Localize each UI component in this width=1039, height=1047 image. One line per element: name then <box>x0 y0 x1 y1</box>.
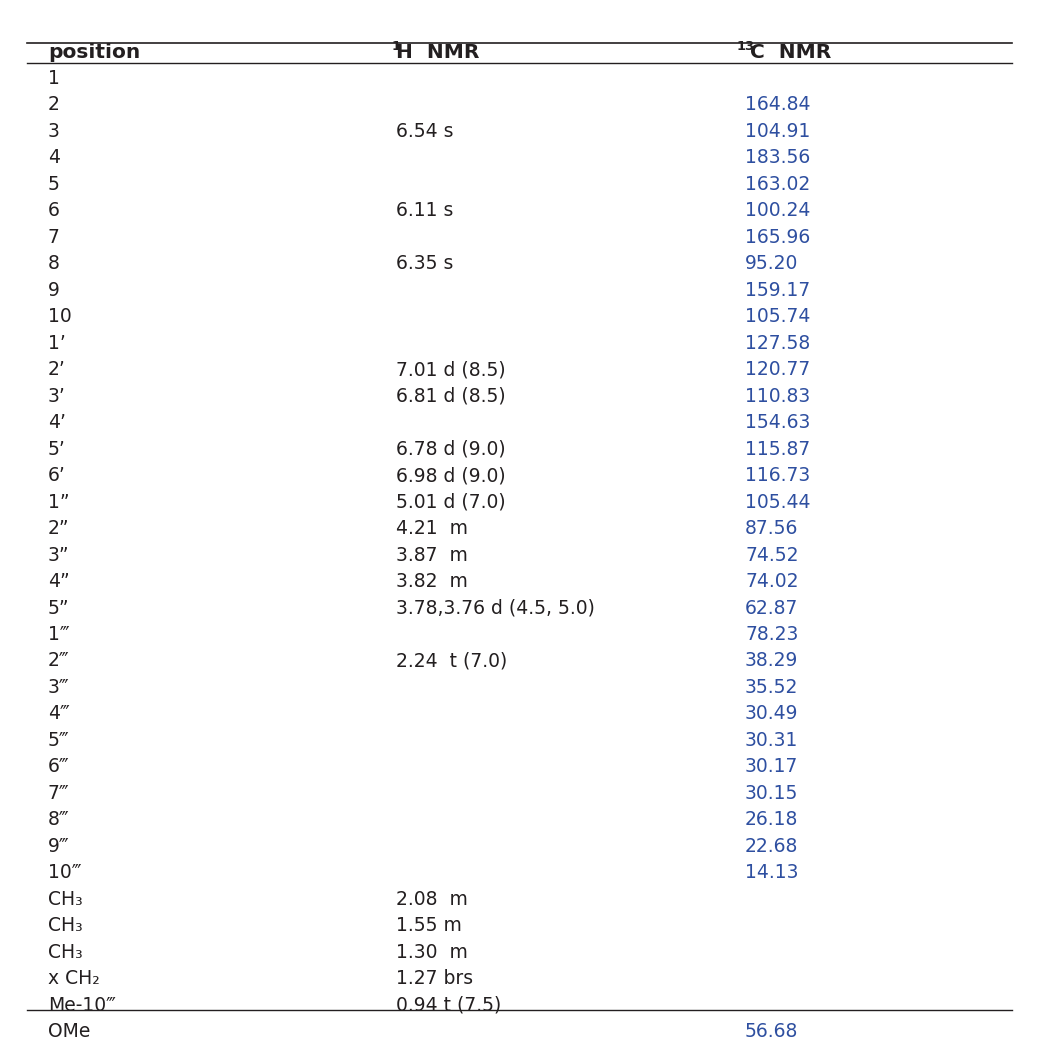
Text: 3”: 3” <box>48 545 70 564</box>
Text: 165.96: 165.96 <box>745 227 810 247</box>
Text: 9‴: 9‴ <box>48 837 70 855</box>
Text: 74.02: 74.02 <box>745 572 799 592</box>
Text: 100.24: 100.24 <box>745 201 810 220</box>
Text: 4: 4 <box>48 149 60 168</box>
Text: 2: 2 <box>48 95 60 114</box>
Text: 105.44: 105.44 <box>745 492 810 512</box>
Text: 14.13: 14.13 <box>745 864 799 883</box>
Text: C  NMR: C NMR <box>750 43 831 62</box>
Text: 2”: 2” <box>48 519 70 538</box>
Text: 127.58: 127.58 <box>745 334 810 353</box>
Text: 5.01 d (7.0): 5.01 d (7.0) <box>397 492 506 512</box>
Text: 1: 1 <box>48 69 60 88</box>
Text: position: position <box>48 43 140 62</box>
Text: 10: 10 <box>48 307 72 327</box>
Text: 3: 3 <box>48 121 60 140</box>
Text: 5”: 5” <box>48 599 70 618</box>
Text: 0.94 t (7.5): 0.94 t (7.5) <box>397 996 502 1015</box>
Text: 9: 9 <box>48 281 60 299</box>
Text: 8‴: 8‴ <box>48 810 70 829</box>
Text: 116.73: 116.73 <box>745 466 810 485</box>
Text: 104.91: 104.91 <box>745 121 810 140</box>
Text: 110.83: 110.83 <box>745 386 810 405</box>
Text: 154.63: 154.63 <box>745 414 810 432</box>
Text: 5‴: 5‴ <box>48 731 70 750</box>
Text: 183.56: 183.56 <box>745 149 810 168</box>
Text: 2.08  m: 2.08 m <box>397 890 469 909</box>
Text: 22.68: 22.68 <box>745 837 798 855</box>
Text: 38.29: 38.29 <box>745 651 798 670</box>
Text: 1‴: 1‴ <box>48 625 70 644</box>
Text: 62.87: 62.87 <box>745 599 798 618</box>
Text: 30.49: 30.49 <box>745 705 799 723</box>
Text: 6.81 d (8.5): 6.81 d (8.5) <box>397 386 506 405</box>
Text: 4‴: 4‴ <box>48 705 70 723</box>
Text: 1.27 brs: 1.27 brs <box>397 970 474 988</box>
Text: 30.31: 30.31 <box>745 731 798 750</box>
Text: 6: 6 <box>48 201 60 220</box>
Text: 120.77: 120.77 <box>745 360 810 379</box>
Text: CH₃: CH₃ <box>48 890 83 909</box>
Text: x CH₂: x CH₂ <box>48 970 100 988</box>
Text: 1.55 m: 1.55 m <box>397 916 462 935</box>
Text: 3’: 3’ <box>48 386 65 405</box>
Text: 1: 1 <box>392 40 400 53</box>
Text: 6‴: 6‴ <box>48 757 70 777</box>
Text: 1’: 1’ <box>48 334 65 353</box>
Text: 56.68: 56.68 <box>745 1022 798 1042</box>
Text: 4”: 4” <box>48 572 70 592</box>
Text: 7.01 d (8.5): 7.01 d (8.5) <box>397 360 506 379</box>
Text: 3‴: 3‴ <box>48 678 70 697</box>
Text: 2‴: 2‴ <box>48 651 70 670</box>
Text: 3.87  m: 3.87 m <box>397 545 469 564</box>
Text: 26.18: 26.18 <box>745 810 798 829</box>
Text: 10‴: 10‴ <box>48 864 81 883</box>
Text: CH₃: CH₃ <box>48 943 83 962</box>
Text: 163.02: 163.02 <box>745 175 810 194</box>
Text: 2’: 2’ <box>48 360 65 379</box>
Text: 2.24  t (7.0): 2.24 t (7.0) <box>397 651 508 670</box>
Text: 6.98 d (9.0): 6.98 d (9.0) <box>397 466 506 485</box>
Text: 4’: 4’ <box>48 414 65 432</box>
Text: 1.30  m: 1.30 m <box>397 943 469 962</box>
Text: 7: 7 <box>48 227 60 247</box>
Text: 87.56: 87.56 <box>745 519 798 538</box>
Text: 164.84: 164.84 <box>745 95 810 114</box>
Text: 6.54 s: 6.54 s <box>397 121 454 140</box>
Text: 95.20: 95.20 <box>745 254 798 273</box>
Text: 30.17: 30.17 <box>745 757 798 777</box>
Text: 30.15: 30.15 <box>745 784 798 803</box>
Text: 105.74: 105.74 <box>745 307 810 327</box>
Text: 159.17: 159.17 <box>745 281 810 299</box>
Text: 8: 8 <box>48 254 60 273</box>
Text: 3.78,3.76 d (4.5, 5.0): 3.78,3.76 d (4.5, 5.0) <box>397 599 595 618</box>
Text: 35.52: 35.52 <box>745 678 798 697</box>
Text: H  NMR: H NMR <box>397 43 480 62</box>
Text: 115.87: 115.87 <box>745 440 810 459</box>
Text: CH₃: CH₃ <box>48 916 83 935</box>
Text: 5: 5 <box>48 175 60 194</box>
Text: 5’: 5’ <box>48 440 65 459</box>
Text: OMe: OMe <box>48 1022 90 1042</box>
Text: 6.78 d (9.0): 6.78 d (9.0) <box>397 440 506 459</box>
Text: 78.23: 78.23 <box>745 625 798 644</box>
Text: 3.82  m: 3.82 m <box>397 572 469 592</box>
Text: Me-10‴: Me-10‴ <box>48 996 115 1015</box>
Text: 74.52: 74.52 <box>745 545 799 564</box>
Text: 7‴: 7‴ <box>48 784 70 803</box>
Text: 6’: 6’ <box>48 466 65 485</box>
Text: 4.21  m: 4.21 m <box>397 519 469 538</box>
Text: 1”: 1” <box>48 492 70 512</box>
Text: 13: 13 <box>737 40 755 53</box>
Text: 6.11 s: 6.11 s <box>397 201 454 220</box>
Text: 6.35 s: 6.35 s <box>397 254 454 273</box>
